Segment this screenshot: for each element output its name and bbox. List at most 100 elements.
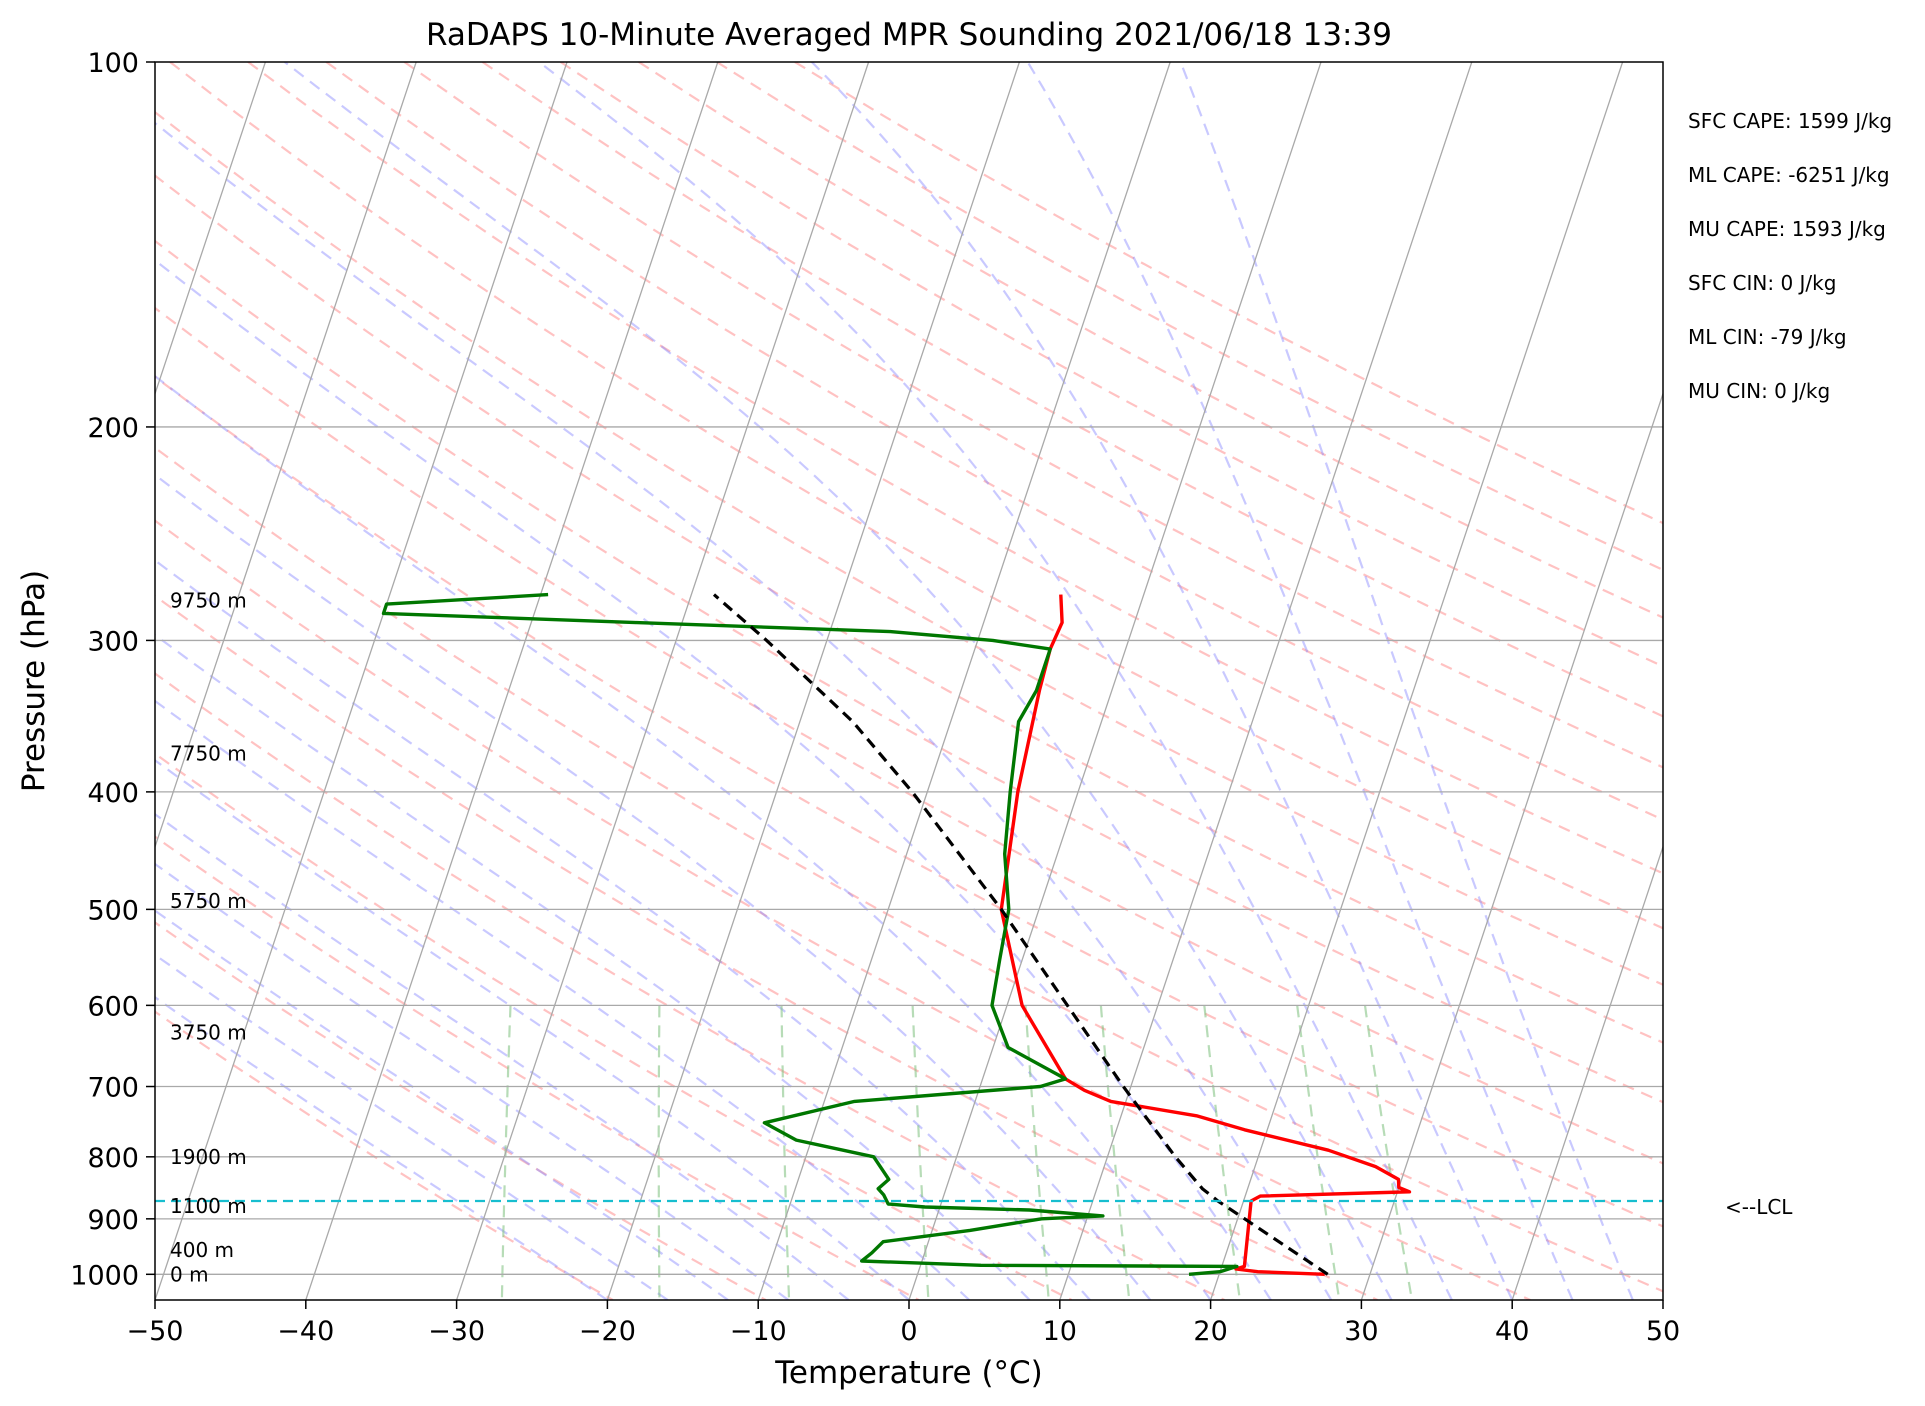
moist-adiabat [155, 995, 609, 1300]
mixing-ratio-line [1024, 1005, 1050, 1300]
sounding-profiles [381, 592, 1412, 1276]
dry-adiabat [716, 62, 1663, 572]
stat-line: MU CIN: 0 J/kg [1688, 379, 1830, 403]
dry-adiabat [155, 672, 1225, 1300]
moist-adiabat [155, 374, 1212, 1300]
isotherm [1662, 1297, 1663, 1300]
y-axis-ticks: 100 200 300 400 500 600 700 800 900 1000 [70, 48, 155, 1291]
stat-line: SFC CAPE: 1599 J/kg [1688, 109, 1892, 133]
moist-adiabat [538, 62, 1453, 1300]
isotherm [908, 62, 1322, 1300]
moist-adiabat [1026, 62, 1574, 1300]
dry-adiabat [155, 835, 920, 1300]
moist-adiabat [155, 953, 669, 1300]
dry-adiabat [155, 239, 1663, 1104]
isotherm [1511, 844, 1663, 1300]
stat-line: ML CIN: -79 J/kg [1688, 325, 1847, 349]
altitude-label: 1100 m [170, 1194, 247, 1218]
plot-frame [154, 61, 1664, 1301]
isotherm [155, 62, 568, 1300]
y-tick-label: 100 [87, 48, 139, 79]
stat-line: MU CAPE: 1593 J/kg [1688, 217, 1886, 241]
x-tick-label: 30 [1344, 1316, 1378, 1347]
altitude-label: 3750 m [170, 1021, 247, 1045]
x-tick-label: 20 [1193, 1316, 1227, 1347]
moist-adiabat [811, 62, 1514, 1300]
mixing-ratio-line [1099, 1005, 1131, 1300]
gridlines [155, 426, 1663, 1275]
dry-adiabat [155, 174, 1663, 1044]
x-tick-label: −20 [579, 1316, 636, 1347]
moist-adiabat [155, 258, 1272, 1300]
dry-adiabat [155, 921, 767, 1300]
y-tick-label: 800 [87, 1143, 139, 1174]
mixing-ratio-line [911, 1005, 930, 1300]
dry-adiabat [403, 62, 1663, 769]
y-tick-label: 400 [87, 778, 139, 809]
dry-adiabat [155, 446, 1663, 1293]
lcl-label: <--LCL [1725, 1195, 1793, 1219]
stat-line: ML CAPE: -6251 J/kg [1688, 163, 1890, 187]
x-tick-label: 40 [1495, 1316, 1529, 1347]
mixing-ratio-line [657, 1005, 661, 1300]
x-axis-ticks: −50 −40 −30 −20 −10 0 10 20 30 40 50 [127, 1300, 1680, 1347]
isotherm [1209, 62, 1624, 1300]
x-tick-label: −10 [730, 1316, 787, 1347]
moist-adiabat [284, 62, 1393, 1300]
dry-adiabat [559, 62, 1663, 668]
altitude-label: 0 m [170, 1262, 209, 1286]
x-tick-label: −30 [428, 1316, 485, 1347]
altitude-label: 1900 m [170, 1145, 247, 1169]
y-tick-label: 500 [87, 895, 139, 926]
x-axis-label: Temperature (°C) [774, 1355, 1043, 1391]
y-tick-label: 900 [87, 1205, 139, 1236]
dry-adiabat [638, 62, 1663, 619]
y-tick-label: 300 [87, 626, 139, 657]
mixing-ratio-line [500, 1005, 512, 1300]
isotherm [155, 62, 267, 396]
chart-title: RaDAPS 10-Minute Averaged MPR Sounding 2… [426, 17, 1392, 53]
stats-panel: SFC CAPE: 1599 J/kg ML CAPE: -6251 J/kg MU… [1688, 109, 1892, 403]
moist-adiabat [155, 121, 1333, 1300]
x-tick-label: −50 [127, 1316, 184, 1347]
moist-adiabat [155, 862, 790, 1300]
isotherm [1059, 62, 1473, 1300]
altitude-label: 9750 m [170, 588, 247, 612]
x-tick-label: 50 [1646, 1316, 1680, 1347]
mixing-ratio-line [780, 1005, 791, 1300]
moist-adiabat [155, 699, 971, 1300]
temperature-line [999, 594, 1412, 1276]
isotherm [757, 62, 1171, 1300]
moist-adiabat [1179, 62, 1634, 1300]
isotherm [455, 62, 870, 1300]
moist-adiabat [155, 633, 1031, 1300]
moist-adiabat [155, 559, 1091, 1300]
stat-line: SFC CIN: 0 J/kg [1688, 271, 1836, 295]
y-tick-label: 1000 [70, 1260, 139, 1291]
altitude-label: 5750 m [170, 889, 247, 913]
isotherm [606, 62, 1021, 1300]
background-lines [155, 62, 1663, 1300]
dry-adiabat [155, 519, 1531, 1300]
moist-adiabat [155, 812, 850, 1300]
dry-adiabat [247, 62, 1663, 875]
mixing-ratio-line [1296, 1005, 1341, 1300]
x-tick-label: 0 [900, 1316, 917, 1347]
dry-adiabat [155, 594, 1378, 1300]
isotherm [1360, 391, 1663, 1300]
dry-adiabat [155, 306, 1663, 1165]
dry-adiabat [155, 752, 1073, 1300]
mixing-ratio-line [1203, 1005, 1241, 1300]
y-axis-label: Pressure (hPa) [16, 570, 52, 792]
x-tick-label: −40 [277, 1316, 334, 1347]
mixing-ratio-line [1363, 1005, 1414, 1300]
dry-adiabat [155, 110, 1663, 986]
dry-adiabat [169, 62, 1663, 930]
isotherm [305, 62, 719, 1300]
x-tick-label: 10 [1043, 1316, 1077, 1347]
y-tick-label: 700 [87, 1073, 139, 1104]
isotherm [155, 62, 417, 849]
moist-adiabat [155, 909, 729, 1300]
